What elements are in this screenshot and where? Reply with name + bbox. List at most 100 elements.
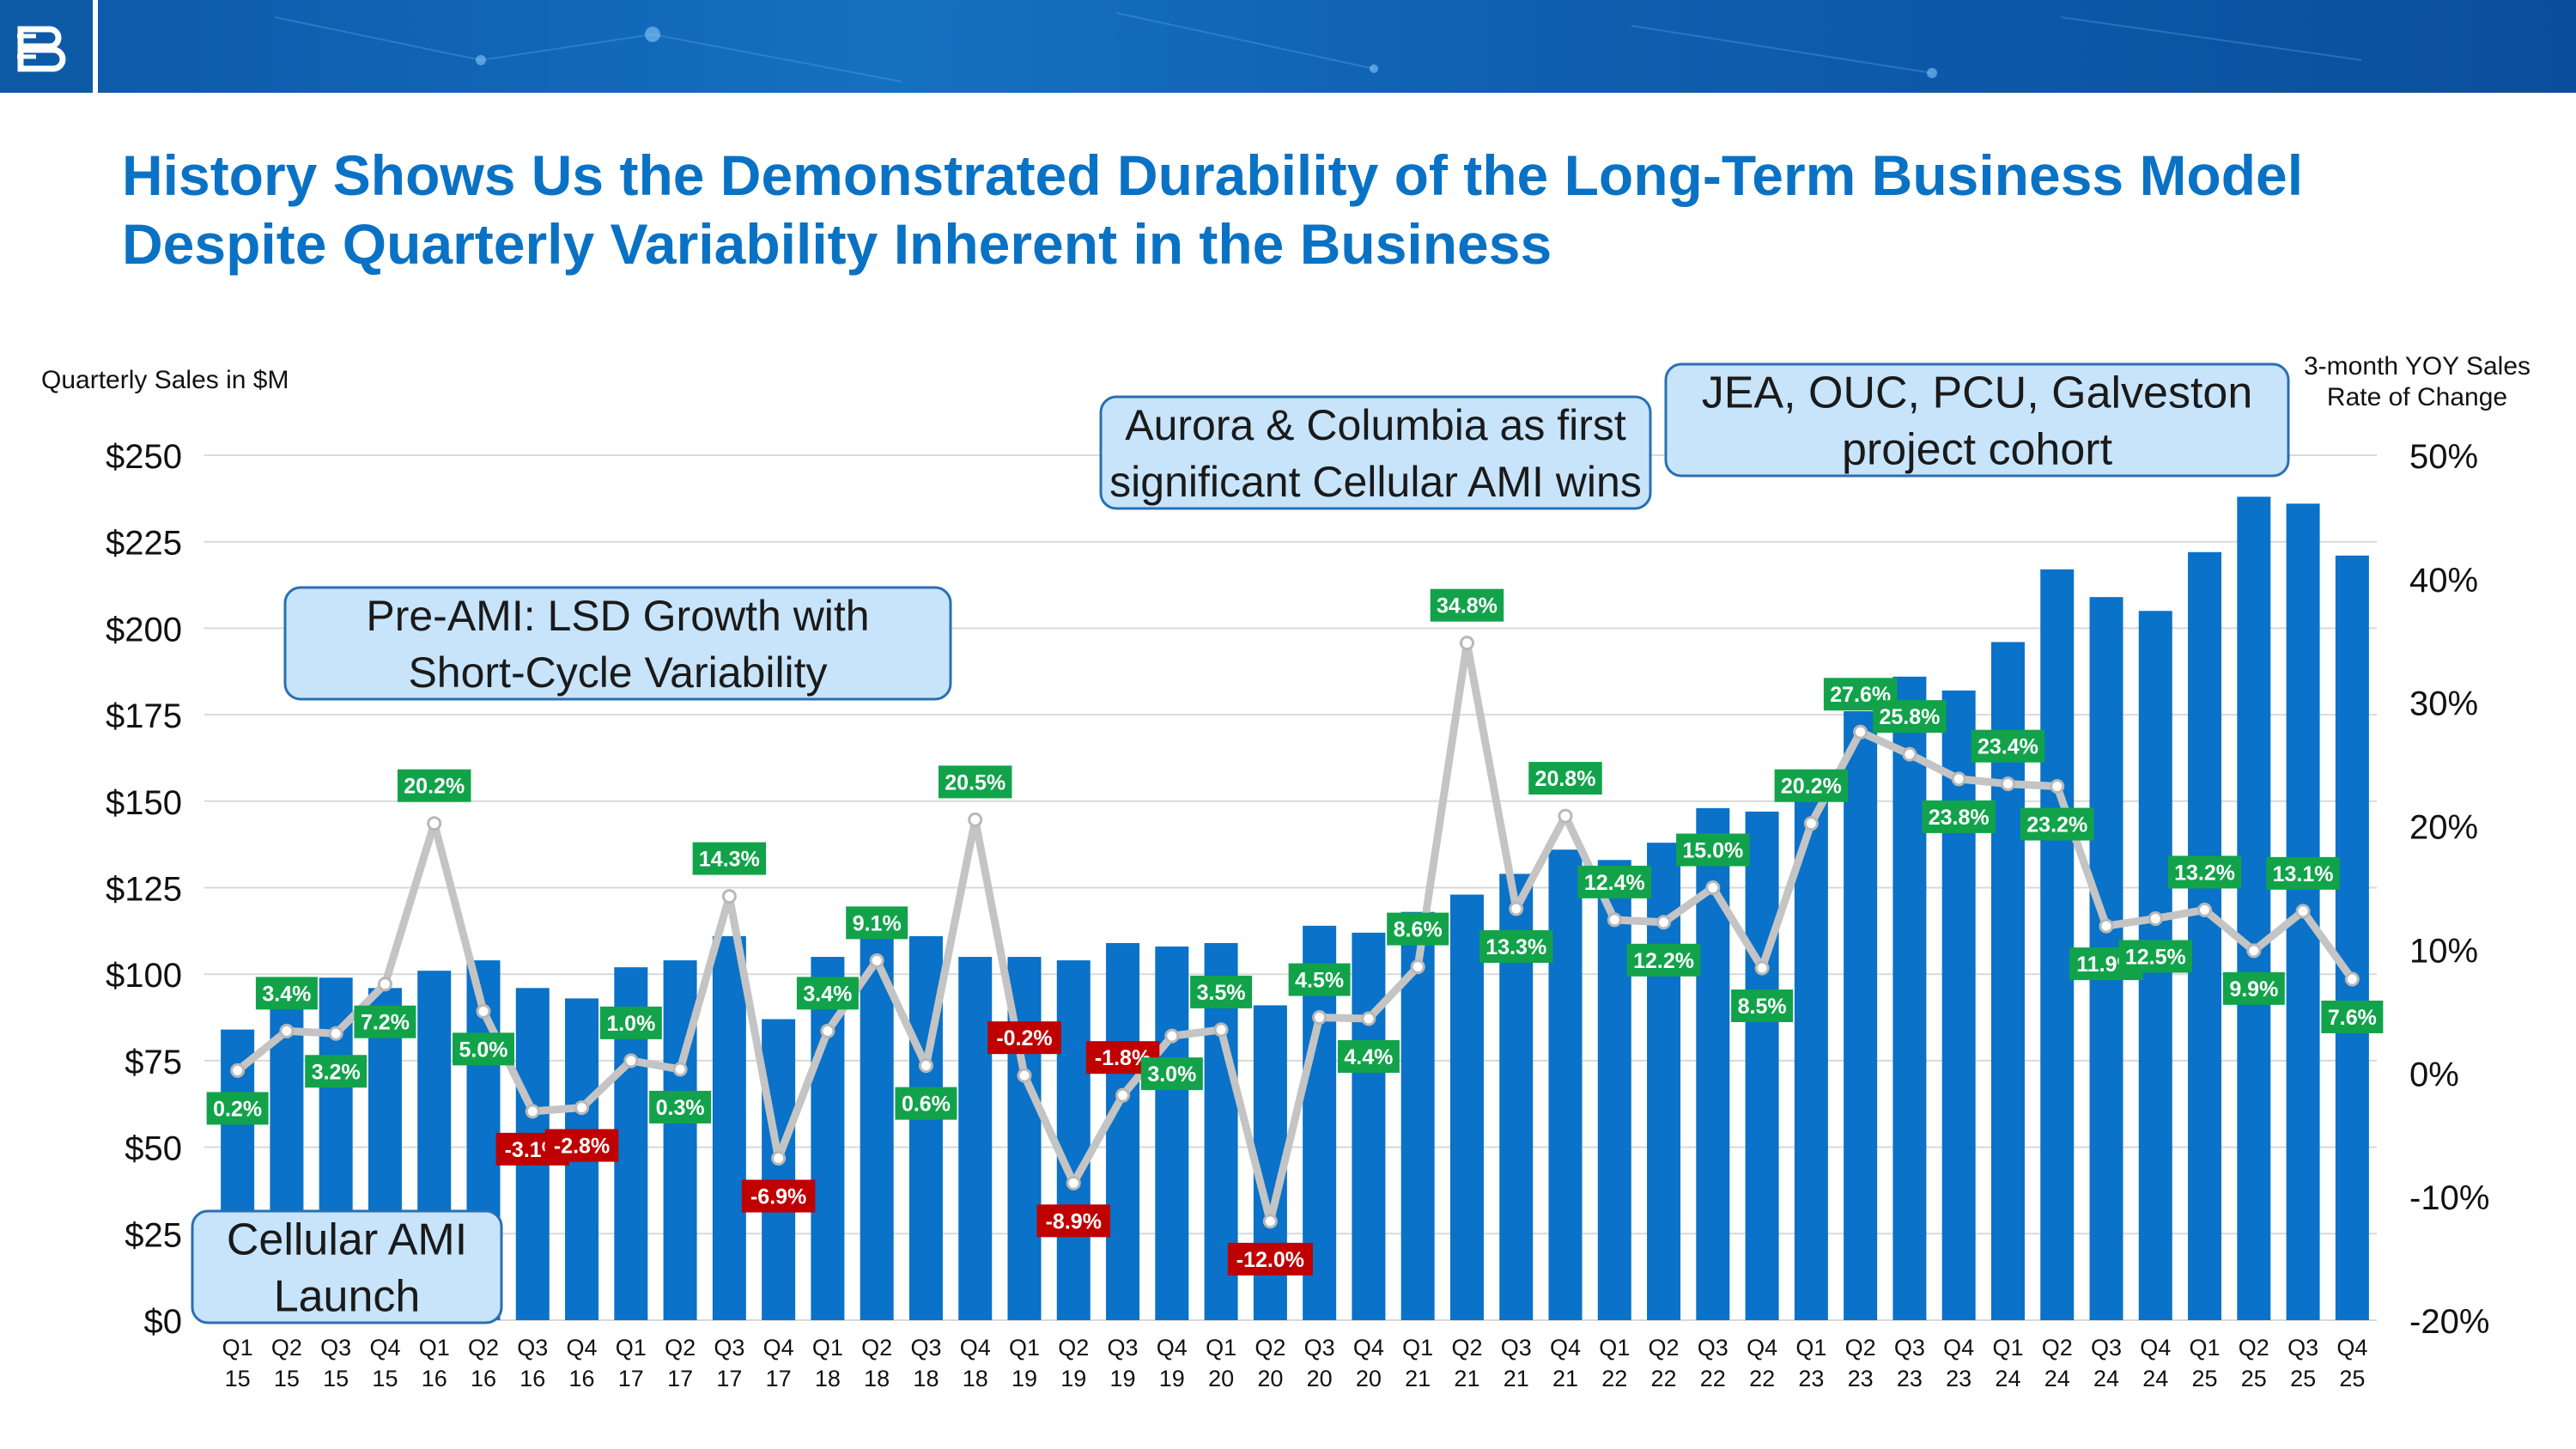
x-tick-quarter: Q2	[861, 1335, 892, 1361]
yoy-label-text: 25.8%	[1879, 705, 1940, 729]
yoy-label-text: 5.0%	[459, 1038, 508, 1062]
yoy-label-text: 3.5%	[1197, 981, 1246, 1005]
x-tick-year: 24	[1995, 1366, 2020, 1391]
yoy-label-box	[1227, 1242, 1313, 1275]
x-tick-quarter: Q4	[2140, 1335, 2171, 1361]
yoy-line	[234, 639, 2356, 1226]
yoy-label-box	[1528, 762, 1602, 795]
x-tick-quarter: Q2	[1649, 1335, 1680, 1361]
right-tick-label: 50%	[2409, 438, 2478, 476]
x-tick-year: 25	[2241, 1366, 2267, 1391]
yoy-label-text: 9.1%	[853, 911, 902, 935]
yoy-label-box	[895, 1087, 957, 1120]
yoy-label-box	[692, 842, 767, 875]
yoy-label-text: 3.0%	[1147, 1062, 1196, 1087]
yoy-point	[1853, 724, 1868, 740]
yoy-point	[2344, 971, 2360, 987]
right-tick-label: -10%	[2409, 1179, 2489, 1217]
right-axis-title-line2: Rate of Change	[2327, 383, 2507, 411]
x-tick-year: 17	[667, 1366, 693, 1391]
bar	[1155, 946, 1189, 1320]
yoy-point	[2197, 902, 2213, 917]
yoy-label-box	[1873, 700, 1947, 734]
logo-icon	[17, 26, 66, 72]
yoy-label-text: -6.9%	[750, 1185, 806, 1209]
x-tick-quarter: Q4	[1747, 1335, 1777, 1361]
callout-text: Cellular AMI	[227, 1215, 467, 1265]
x-tick-year: 22	[1749, 1366, 1775, 1391]
yoy-data-label: 3.0%	[1140, 1057, 1203, 1091]
yoy-data-label: -6.9%	[741, 1179, 816, 1213]
x-tick-year: 25	[2192, 1366, 2218, 1391]
yoy-label-text: 20.5%	[945, 770, 1005, 795]
yoy-label-box	[397, 769, 471, 802]
x-tick-quarter: Q1	[2190, 1335, 2221, 1361]
yoy-data-label: 8.5%	[1731, 989, 1794, 1023]
x-tick-year: 18	[913, 1366, 939, 1391]
x-tick-year: 21	[1504, 1366, 1529, 1391]
x-tick-quarter: Q1	[616, 1335, 647, 1361]
x-tick-year: 17	[716, 1366, 742, 1391]
yoy-data-label: 13.2%	[2167, 855, 2242, 889]
yoy-label-text: 7.2%	[361, 1011, 410, 1035]
yoy-label-text: 4.4%	[1344, 1045, 1393, 1069]
axes: $0 $25 $50 $75 $100 $125 $150 $175 $200 $225 $250 -…	[41, 352, 2530, 1391]
yoy-label-text: 12.4%	[1584, 871, 1645, 895]
x-tick-year: 15	[323, 1366, 349, 1391]
yoy-label-box	[1337, 1039, 1400, 1073]
x-tick-quarter: Q1	[1599, 1335, 1630, 1361]
bar	[1844, 711, 1878, 1320]
yoy-point	[1017, 1068, 1032, 1083]
yoy-point	[1115, 1087, 1131, 1103]
x-tick-quarter: Q4	[1943, 1335, 1974, 1361]
yoy-label-box	[741, 1179, 816, 1213]
x-tick-quarter: Q3	[1698, 1335, 1728, 1361]
yoy-point	[672, 1062, 688, 1077]
bar	[2188, 551, 2222, 1320]
yoy-point	[1213, 1022, 1229, 1038]
yoy-label-box	[1140, 1057, 1203, 1091]
yoy-label-box	[2266, 856, 2340, 890]
yoy-point	[230, 1062, 246, 1078]
left-tick-label: $0	[144, 1303, 183, 1341]
bar	[2237, 496, 2271, 1320]
left-tick-label: $125	[106, 871, 182, 909]
yoy-data-label: -12.0%	[1227, 1242, 1313, 1275]
yoy-data-label: 4.4%	[1337, 1039, 1400, 1073]
bar	[1352, 932, 1386, 1320]
yoy-label-text: 13.3%	[1485, 935, 1546, 959]
yoy-point	[279, 1023, 295, 1038]
yoy-data-label: 7.6%	[2321, 1000, 2384, 1033]
yoy-point	[1705, 880, 1721, 895]
yoy-label-text: 14.3%	[699, 848, 760, 872]
x-tick-year: 23	[1897, 1366, 1923, 1391]
yoy-point	[1656, 915, 1672, 930]
x-tick-quarter: Q4	[369, 1335, 400, 1361]
yoy-data-label: 5.0%	[453, 1032, 514, 1066]
header-banner	[0, 0, 2576, 93]
right-tick-label: 20%	[2409, 809, 2478, 847]
yoy-label-text: 0.2%	[213, 1097, 262, 1121]
yoy-label-text: 3.2%	[312, 1060, 361, 1084]
x-tick-quarter: Q1	[1206, 1335, 1236, 1361]
yoy-label-box	[1036, 1204, 1111, 1238]
yoy-data-label: 3.4%	[255, 977, 318, 1010]
yoy-point	[968, 812, 983, 827]
yoy-label-box	[2020, 807, 2094, 841]
callouts: Pre-AMI: LSD Growth with Short-Cycle Vari…	[191, 362, 2290, 1324]
bar	[1449, 894, 1484, 1320]
yoy-label-box	[305, 1055, 368, 1088]
yoy-label-text: 3.4%	[262, 982, 311, 1006]
yoy-point	[2000, 776, 2015, 792]
x-tick-year: 16	[569, 1366, 595, 1391]
yoy-label-text: 13.1%	[2273, 862, 2334, 886]
yoy-data-label: 9.9%	[2222, 971, 2285, 1005]
yoy-data-label: 20.5%	[938, 765, 1012, 799]
yoy-data-label: 20.2%	[397, 769, 471, 802]
x-tick-quarter: Q3	[1304, 1335, 1335, 1361]
yoy-data-label: -0.2%	[987, 1021, 1061, 1055]
yoy-label-box	[1190, 975, 1253, 1008]
yoy-label-box	[1577, 865, 1652, 898]
bar	[1106, 942, 1140, 1320]
right-tick-label: 10%	[2409, 932, 2478, 970]
